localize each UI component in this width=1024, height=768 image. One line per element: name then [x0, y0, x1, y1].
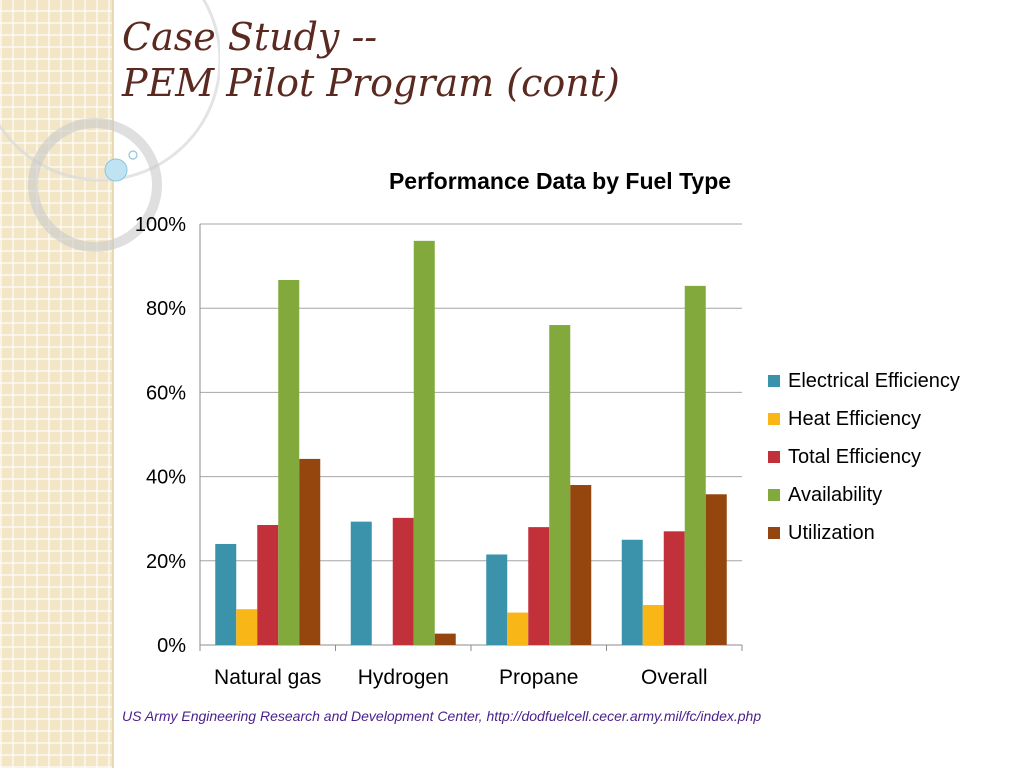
legend-swatch: [768, 527, 780, 539]
legend-item-electrical-efficiency: Electrical Efficiency: [768, 362, 960, 400]
bar: [278, 279, 300, 645]
chart-title: Performance Data by Fuel Type: [388, 168, 732, 194]
y-tick-label: 0%: [157, 635, 186, 657]
legend-swatch: [768, 451, 780, 463]
bar: [621, 539, 643, 645]
legend-item-total-efficiency: Total Efficiency: [768, 438, 960, 476]
bar: [570, 485, 592, 645]
bar: [257, 525, 279, 645]
decorative-rings-icon: [0, 0, 220, 252]
y-tick-label: 60%: [146, 382, 186, 404]
y-tick-label: 80%: [146, 298, 186, 320]
bar: [350, 521, 372, 645]
bar: [528, 527, 550, 645]
legend-item-utilization: Utilization: [768, 514, 960, 552]
y-tick-label: 100%: [135, 214, 186, 236]
x-tick-label: Natural gas: [214, 666, 321, 689]
bar: [642, 605, 664, 645]
slide-title-line-2: PEM Pilot Program (cont): [122, 61, 620, 105]
bar: [549, 325, 571, 645]
bar: [236, 609, 258, 645]
bar: [507, 612, 529, 645]
legend-label: Availability: [788, 483, 883, 506]
x-tick-label: Hydrogen: [358, 666, 449, 689]
legend-label: Utilization: [788, 521, 875, 544]
x-tick-label: Overall: [641, 666, 708, 689]
legend-swatch: [768, 413, 780, 425]
bar: [486, 554, 508, 645]
legend-item-heat-efficiency: Heat Efficiency: [768, 400, 960, 438]
y-tick-label: 20%: [146, 551, 186, 573]
bar: [299, 458, 321, 645]
bar: [392, 517, 414, 645]
bar: [705, 494, 727, 645]
bar: [684, 285, 706, 645]
legend-item-availability: Availability: [768, 476, 960, 514]
legend-label: Electrical Efficiency: [788, 369, 960, 392]
slide-title-line-1: Case Study --: [122, 15, 378, 59]
chart-legend: Electrical Efficiency Heat Efficiency To…: [768, 362, 960, 552]
y-tick-label: 40%: [146, 467, 186, 489]
legend-label: Heat Efficiency: [788, 407, 922, 430]
x-tick-label: Propane: [499, 666, 578, 689]
source-citation: US Army Engineering Research and Develop…: [122, 708, 762, 724]
slide-title: Case Study -- PEM Pilot Program (cont): [122, 14, 620, 106]
bar: [215, 543, 237, 645]
bar: [663, 531, 685, 645]
bar: [434, 633, 456, 645]
legend-label: Total Efficiency: [788, 445, 922, 468]
bar: [413, 240, 435, 645]
legend-swatch: [768, 375, 780, 387]
legend-swatch: [768, 489, 780, 501]
